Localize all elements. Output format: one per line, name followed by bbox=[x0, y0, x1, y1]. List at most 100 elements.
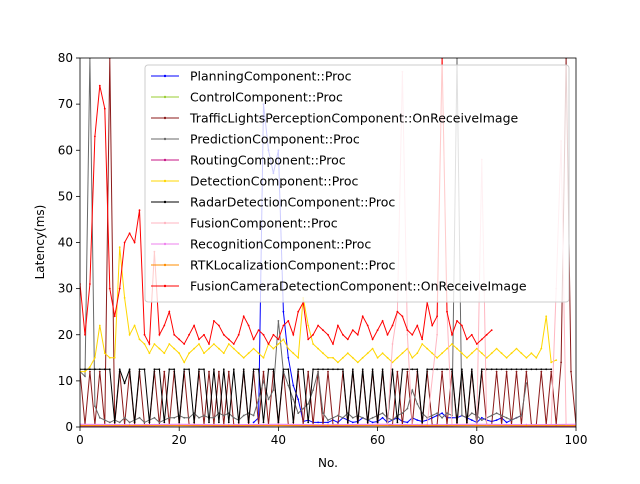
data-point bbox=[84, 370, 86, 373]
data-point bbox=[560, 361, 562, 364]
data-point bbox=[153, 343, 156, 345]
data-point bbox=[436, 333, 438, 336]
data-point bbox=[208, 343, 210, 345]
data-point bbox=[525, 368, 528, 371]
data-point bbox=[242, 414, 245, 417]
data-point bbox=[376, 424, 379, 427]
data-point bbox=[148, 352, 151, 355]
data-point bbox=[173, 333, 176, 336]
data-point bbox=[118, 287, 121, 290]
data-point bbox=[351, 356, 354, 359]
legend-item: DetectionComponent::Proc bbox=[151, 174, 359, 189]
data-point bbox=[222, 333, 225, 336]
data-point bbox=[515, 416, 518, 419]
data-point bbox=[198, 338, 200, 341]
data-point bbox=[332, 356, 334, 359]
data-point bbox=[128, 333, 131, 336]
data-point bbox=[391, 368, 394, 371]
data-point bbox=[89, 370, 91, 373]
x-tick-label: 20 bbox=[172, 433, 187, 447]
series-line bbox=[80, 58, 493, 346]
data-point bbox=[525, 356, 528, 359]
data-point bbox=[252, 338, 255, 341]
data-point bbox=[480, 419, 483, 421]
data-point bbox=[262, 370, 265, 373]
data-point bbox=[406, 333, 409, 336]
data-point bbox=[277, 320, 280, 322]
data-point bbox=[302, 407, 305, 410]
data-point bbox=[545, 368, 548, 371]
data-point bbox=[371, 368, 374, 371]
data-point bbox=[113, 356, 116, 359]
data-point bbox=[252, 347, 255, 350]
data-point bbox=[232, 347, 235, 350]
data-point bbox=[401, 412, 404, 415]
data-point bbox=[337, 324, 339, 327]
data-point bbox=[451, 333, 453, 336]
series-6 bbox=[80, 246, 558, 373]
series-layer bbox=[80, 58, 576, 427]
data-point bbox=[480, 352, 483, 355]
data-point bbox=[153, 368, 156, 371]
data-point bbox=[381, 352, 384, 355]
data-point bbox=[515, 370, 518, 373]
data-point bbox=[272, 333, 275, 336]
data-point bbox=[98, 368, 101, 371]
data-point bbox=[272, 368, 275, 371]
data-point bbox=[89, 283, 91, 285]
data-point bbox=[183, 343, 186, 345]
data-point bbox=[332, 416, 334, 419]
data-point bbox=[381, 320, 384, 322]
data-point bbox=[237, 352, 240, 355]
data-point bbox=[436, 412, 438, 415]
legend-label: RTKLocalizationComponent::Proc bbox=[190, 258, 395, 273]
legend-label: RadarDetectionComponent::Proc bbox=[190, 195, 395, 210]
data-point bbox=[282, 324, 285, 327]
data-point bbox=[297, 310, 300, 313]
data-point bbox=[416, 352, 419, 355]
data-point bbox=[495, 412, 498, 415]
data-point bbox=[262, 333, 265, 336]
data-point bbox=[89, 368, 91, 371]
data-point bbox=[133, 324, 136, 327]
legend-marker bbox=[163, 116, 167, 120]
data-point bbox=[416, 324, 419, 327]
data-point bbox=[84, 375, 86, 378]
data-point bbox=[312, 343, 314, 345]
data-point bbox=[108, 287, 111, 290]
data-point bbox=[89, 366, 91, 368]
data-point bbox=[282, 310, 285, 313]
data-point bbox=[416, 403, 419, 405]
data-point bbox=[227, 370, 230, 373]
data-point bbox=[505, 356, 508, 359]
data-point bbox=[470, 333, 473, 336]
data-point bbox=[168, 310, 171, 313]
data-point bbox=[346, 338, 349, 341]
data-point bbox=[396, 421, 399, 424]
data-point bbox=[485, 333, 488, 336]
data-point bbox=[406, 407, 409, 410]
data-point bbox=[540, 368, 543, 371]
legend-label: RoutingComponent::Proc bbox=[190, 153, 346, 168]
data-point bbox=[118, 246, 121, 249]
data-point bbox=[173, 416, 176, 419]
data-point bbox=[307, 338, 310, 341]
data-point bbox=[441, 352, 443, 355]
data-point bbox=[94, 405, 96, 408]
data-point bbox=[505, 421, 508, 424]
data-point bbox=[510, 419, 513, 421]
data-point bbox=[198, 343, 200, 345]
legend-marker bbox=[163, 242, 167, 246]
data-point bbox=[337, 368, 339, 371]
data-point bbox=[98, 324, 101, 327]
data-point bbox=[94, 135, 96, 138]
data-point bbox=[128, 424, 131, 427]
x-tick-label: 40 bbox=[271, 433, 286, 447]
data-point bbox=[242, 356, 245, 359]
data-point bbox=[505, 370, 508, 373]
data-point bbox=[505, 368, 508, 371]
data-point bbox=[312, 368, 314, 371]
data-point bbox=[317, 324, 319, 327]
data-point bbox=[550, 368, 553, 371]
data-point bbox=[317, 368, 319, 371]
